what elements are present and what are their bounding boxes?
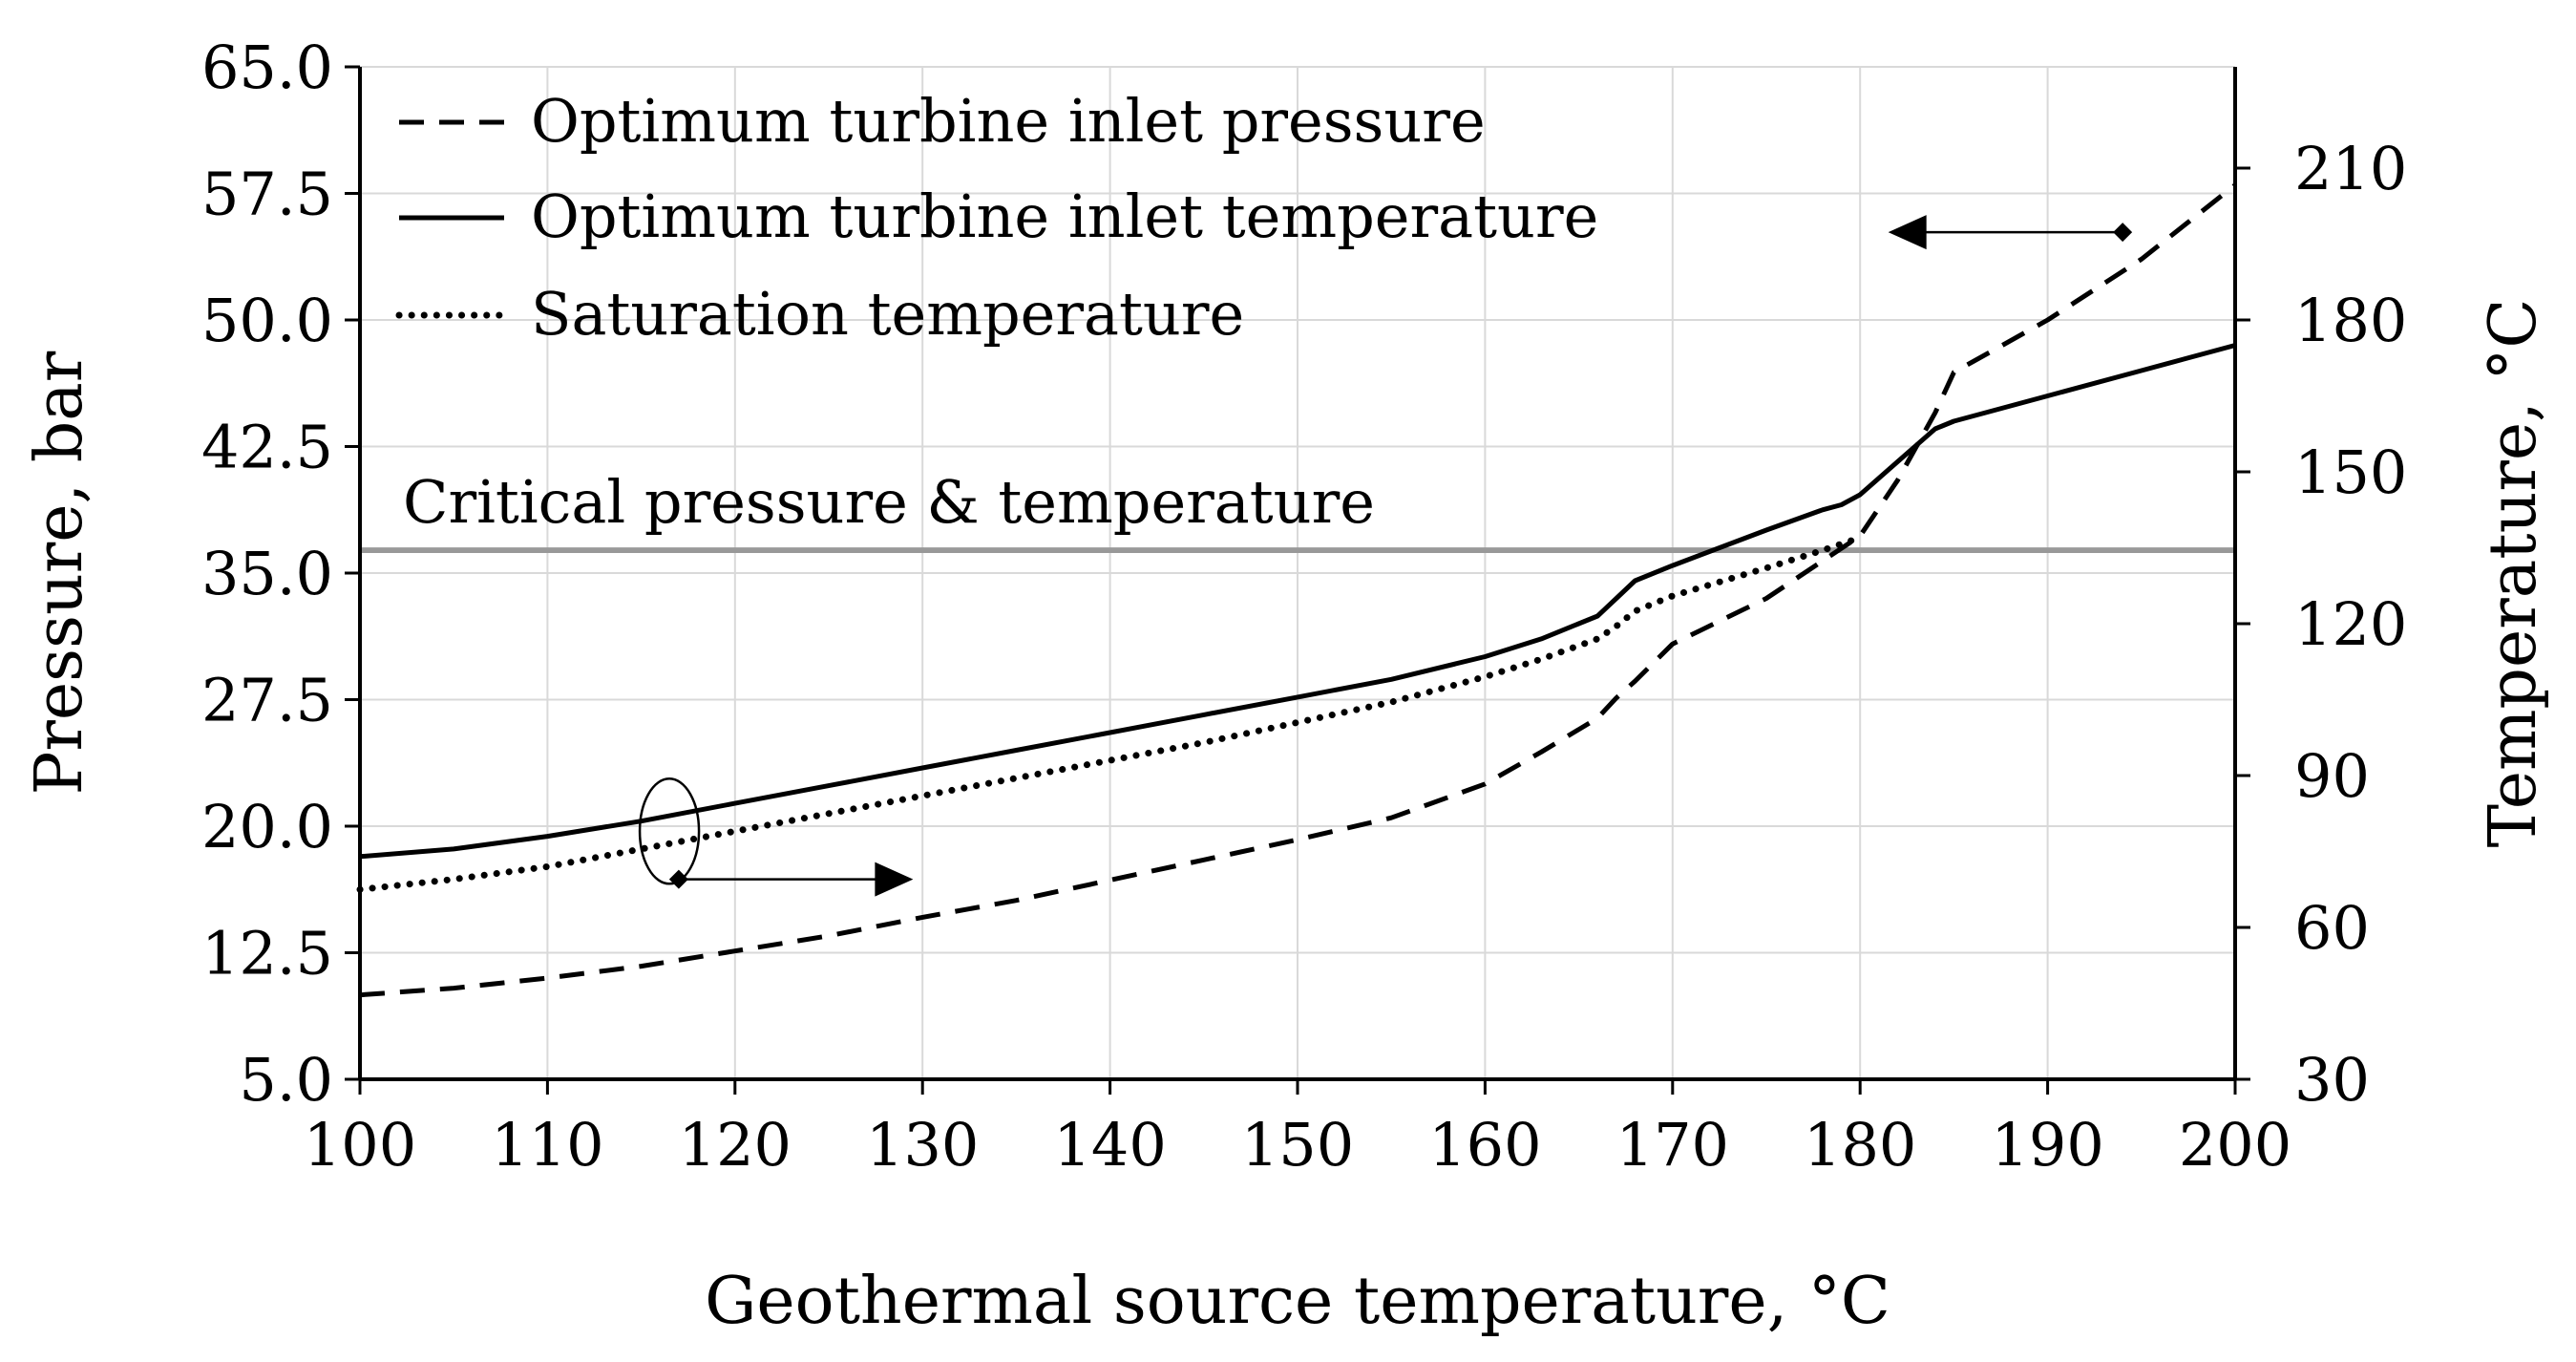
x-tick-label: 190 xyxy=(1991,1110,2103,1180)
y-left-tick-label: 50.0 xyxy=(201,286,333,355)
critical-reference xyxy=(360,547,2235,554)
x-tick-label: 180 xyxy=(1804,1110,1916,1180)
tick-labels: 100 110 120 130 140 150 160 170 180 190 200 5.0 12.5… xyxy=(201,32,2407,1180)
y-axis-left-title: Pressure, bar xyxy=(22,351,97,795)
x-tick-label: 120 xyxy=(679,1110,792,1180)
series-line-solid xyxy=(359,343,2236,860)
x-tick-label: 200 xyxy=(2179,1110,2291,1180)
x-tick-label: 170 xyxy=(1616,1110,1729,1180)
legend-label: Optimum turbine inlet temperature xyxy=(531,181,1598,251)
y-left-tick-label: 65.0 xyxy=(201,32,333,102)
y-right-tick-label: 60 xyxy=(2294,893,2370,963)
y-right-tick-label: 30 xyxy=(2294,1045,2370,1115)
arrow-tail-diamond xyxy=(668,869,688,889)
legend-label: Optimum turbine inlet pressure xyxy=(531,86,1486,156)
arrow-head-left xyxy=(1888,215,1927,250)
x-axis-title: Geothermal source temperature, °C xyxy=(705,1264,1890,1339)
y-right-tick-label: 180 xyxy=(2294,286,2407,355)
arrow-head-right xyxy=(875,862,914,897)
highlight-ellipse xyxy=(638,777,701,885)
y-left-tick-label: 27.5 xyxy=(201,666,333,735)
y-right-tick-label: 90 xyxy=(2294,741,2370,811)
y-left-tick-label: 5.0 xyxy=(239,1045,333,1115)
y-left-tick-label: 12.5 xyxy=(201,919,333,989)
arrow-tail-diamond xyxy=(2113,223,2133,243)
legend-label: Saturation temperature xyxy=(531,279,1244,349)
y-right-tick-label: 150 xyxy=(2294,437,2407,507)
y-left-tick-label: 57.5 xyxy=(201,160,333,229)
y-left-tick-label: 20.0 xyxy=(201,792,333,862)
critical-label: Critical pressure & temperature xyxy=(403,467,1375,537)
x-tick-label: 150 xyxy=(1241,1110,1354,1180)
x-tick-label: 140 xyxy=(1053,1110,1166,1180)
y-left-tick-label: 42.5 xyxy=(201,413,333,482)
series-group xyxy=(356,182,2237,998)
y-left-tick-label: 35.0 xyxy=(201,539,333,608)
x-tick-label: 130 xyxy=(866,1110,979,1180)
y-right-tick-label: 210 xyxy=(2294,134,2407,203)
x-tick-label: 160 xyxy=(1428,1110,1541,1180)
annotations xyxy=(638,215,2133,897)
y-axis-right-title: Temperature, °C xyxy=(2476,299,2551,848)
y-right-tick-label: 120 xyxy=(2294,589,2407,659)
series-line-dashed xyxy=(359,182,2237,998)
series-line-dotted xyxy=(356,534,1864,893)
x-tick-label: 100 xyxy=(304,1110,416,1180)
legend: Optimum turbine inlet pressure Optimum t… xyxy=(395,86,1598,349)
x-tick-label: 110 xyxy=(491,1110,603,1180)
